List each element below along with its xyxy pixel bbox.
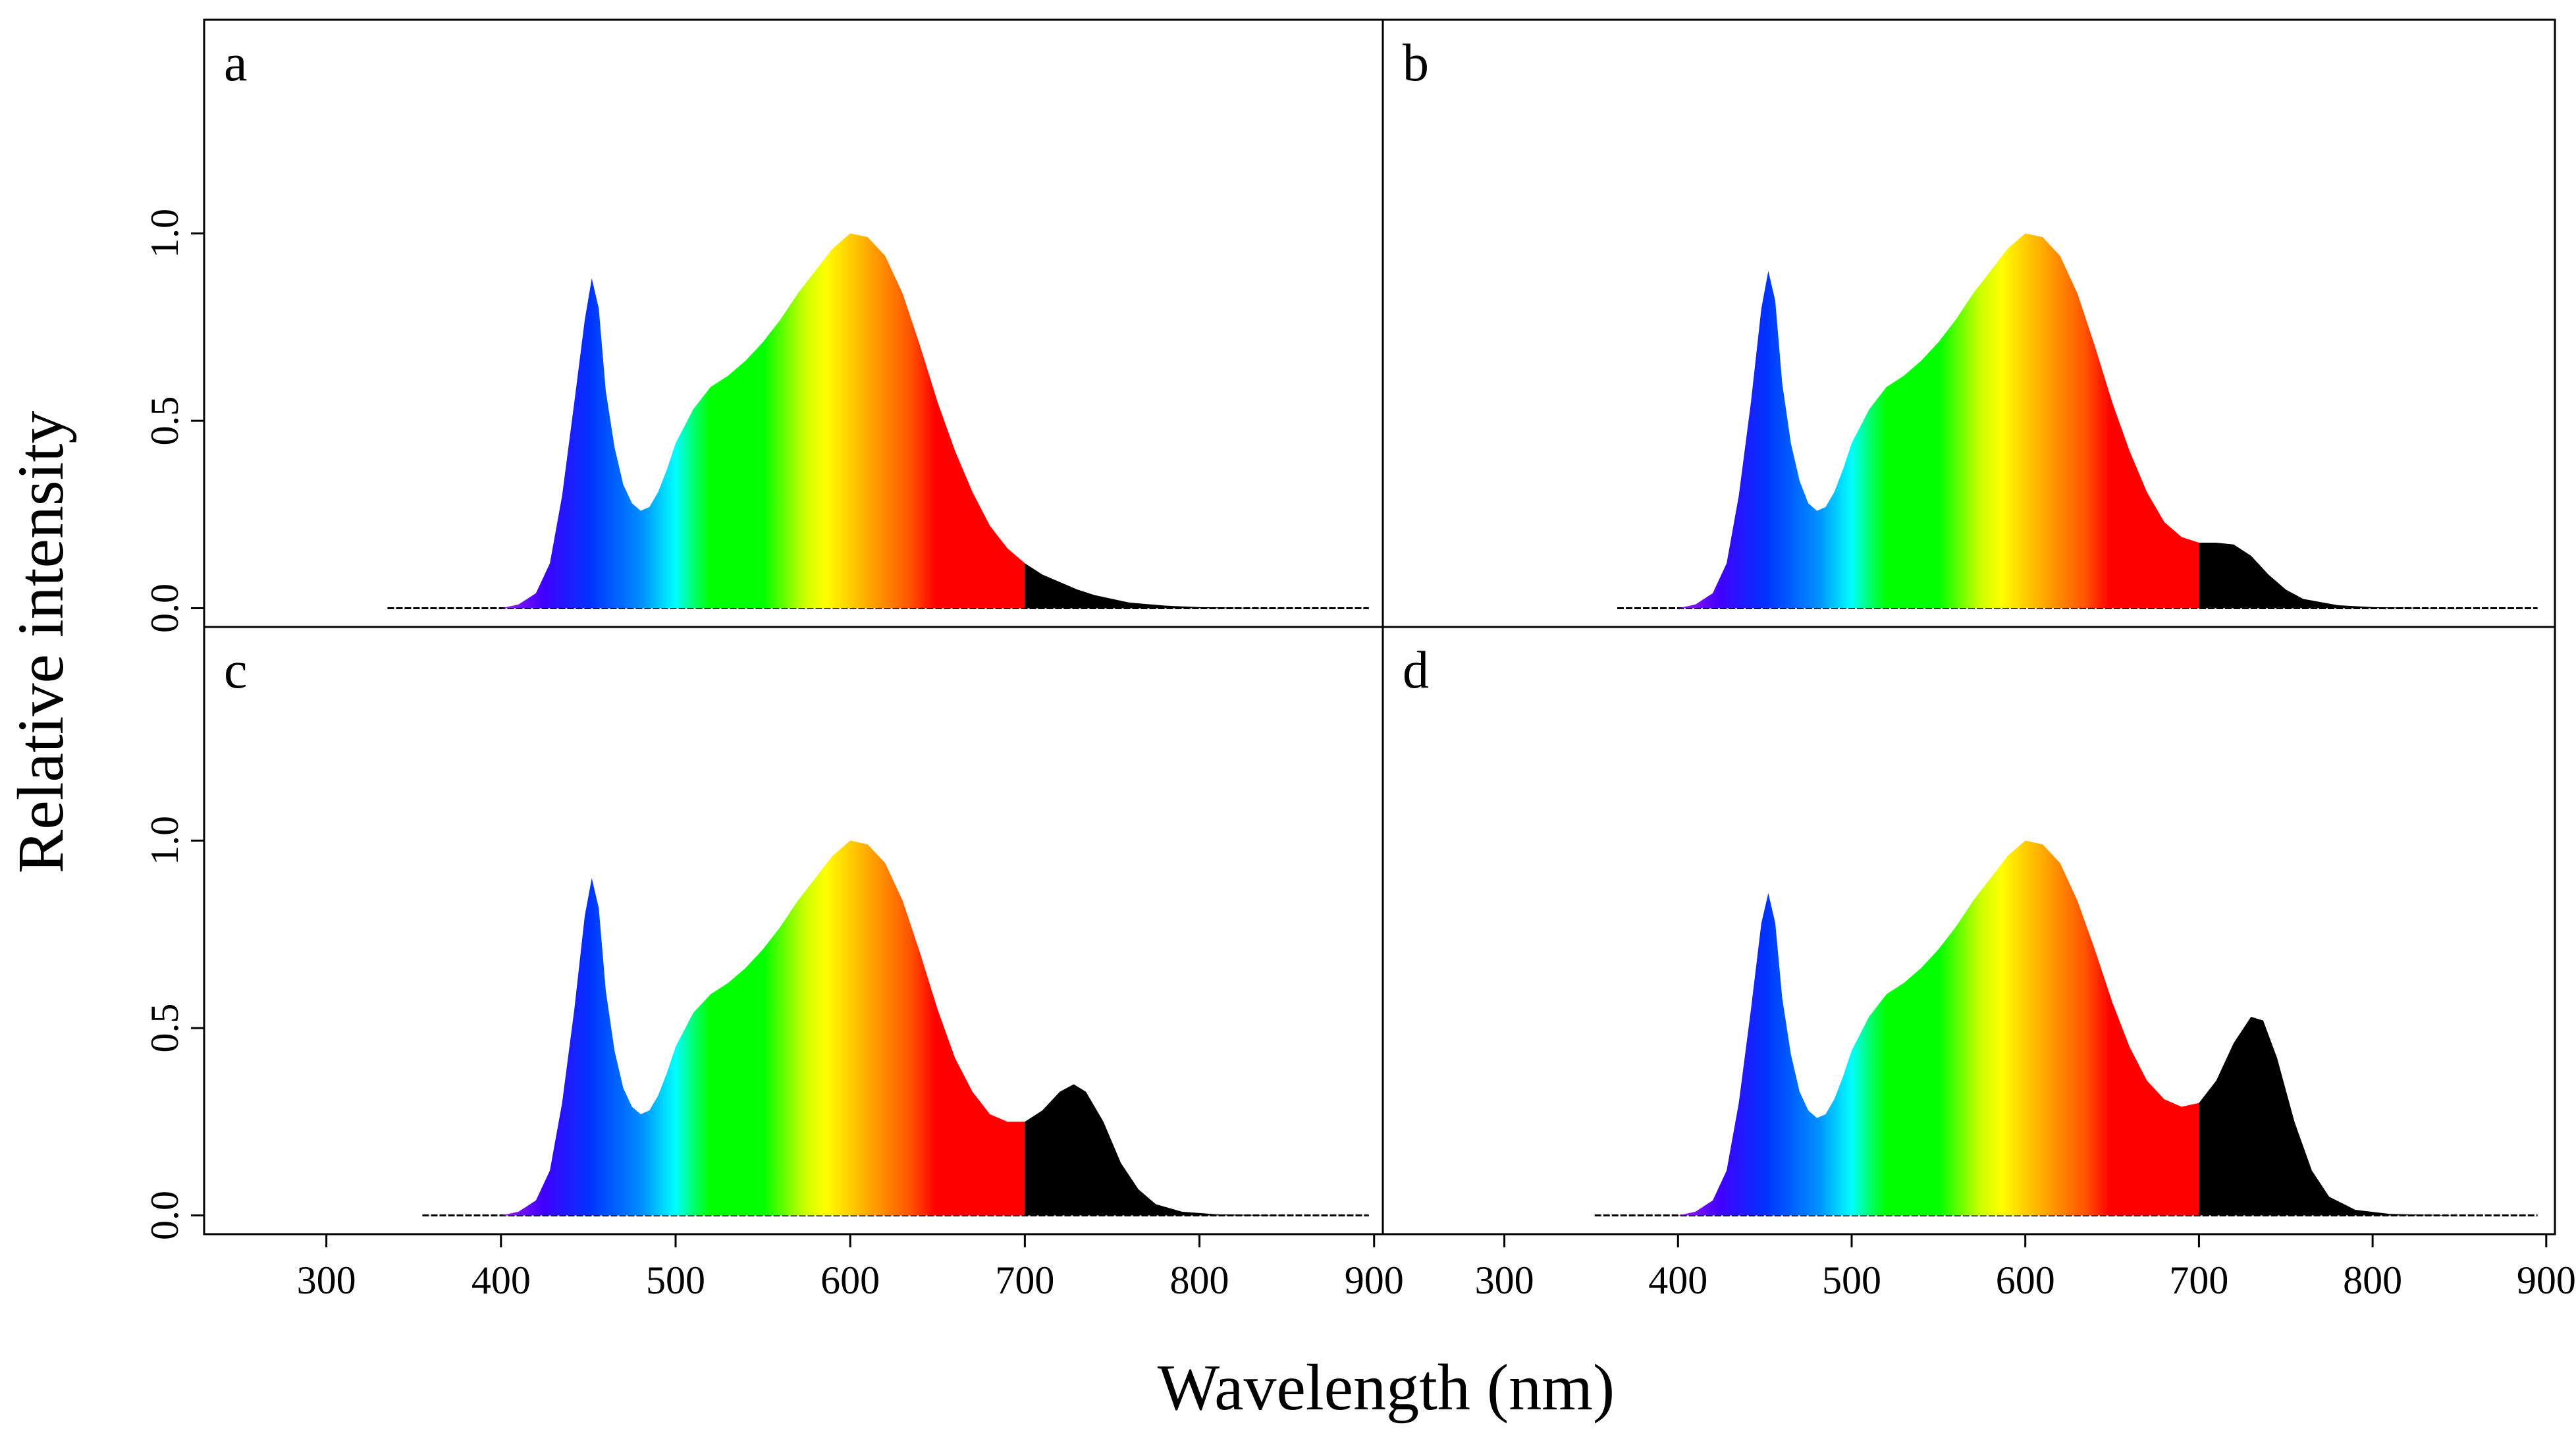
panel-c-x-axis: 300 400 500 600 700 800 900 — [297, 1234, 1404, 1302]
panel-b: b — [1382, 18, 2556, 628]
panel-a-far-red-area — [1025, 563, 1322, 609]
panel-c-label: c — [224, 641, 248, 699]
panel-a-visible-spectrum-area — [500, 233, 1025, 609]
panel-d-plot-content — [1594, 840, 2538, 1217]
panel-a: 0.0 0.5 1.0 a — [143, 18, 1384, 633]
panel-d-x-tick-label: 900 — [2517, 1259, 2576, 1302]
panel-d: 300 400 500 600 700 800 900 d — [1382, 626, 2576, 1302]
panel-d-x-tick-label: 300 — [1475, 1259, 1534, 1302]
panel-d-x-tick-label: 500 — [1822, 1259, 1881, 1302]
panel-c-visible-spectrum-area — [500, 840, 1025, 1216]
panel-a-y-axis: 0.0 0.5 1.0 — [143, 20, 205, 633]
panel-a-label: a — [224, 34, 248, 92]
panel-a-y-tick-label: 0.5 — [143, 396, 186, 445]
panel-d-x-tick-label: 400 — [1648, 1259, 1707, 1302]
panel-b-visible-spectrum-area — [1678, 233, 2199, 609]
panel-c-y-tick-label: 0.5 — [143, 1003, 186, 1052]
panel-b-plot-content — [1617, 233, 2538, 610]
panel-c-x-tick-label: 900 — [1345, 1259, 1404, 1302]
panel-d-visible-spectrum-area — [1678, 840, 2199, 1216]
panel-a-y-tick-label: 1.0 — [143, 209, 186, 258]
y-axis-title: Relative intensity — [4, 411, 77, 874]
panel-d-label: d — [1403, 641, 1429, 699]
x-axis-title: Wavelength (nm) — [1158, 1351, 1615, 1424]
panel-d-x-tick-label: 800 — [2343, 1259, 2402, 1302]
panel-b-far-red-area — [2199, 542, 2494, 609]
panel-c: 0.0 0.5 1.0 300 400 500 600 700 800 900 c — [143, 626, 1404, 1302]
panel-d-x-axis: 300 400 500 600 700 800 900 — [1475, 1234, 2576, 1302]
panel-d-frame — [1382, 626, 2556, 1235]
panel-a-plot-content — [387, 233, 1369, 610]
panel-c-x-tick-label: 600 — [820, 1259, 880, 1302]
panel-c-x-tick-label: 700 — [995, 1259, 1054, 1302]
panel-b-label: b — [1403, 34, 1429, 92]
panel-a-y-tick-label: 0.0 — [143, 584, 186, 633]
panel-c-y-axis: 0.0 0.5 1.0 — [143, 627, 205, 1240]
panel-d-x-tick-label: 600 — [1996, 1259, 2055, 1302]
panel-c-x-tick-label: 400 — [471, 1259, 531, 1302]
panel-d-x-tick-label: 700 — [2169, 1259, 2228, 1302]
panel-c-y-tick-label: 1.0 — [143, 816, 186, 865]
panel-c-far-red-area — [1025, 1084, 1287, 1216]
panel-c-x-tick-label: 300 — [297, 1259, 356, 1302]
panel-c-plot-content — [422, 840, 1369, 1217]
panel-d-far-red-area — [2199, 1016, 2459, 1216]
panel-c-y-tick-label: 0.0 — [143, 1191, 186, 1240]
panel-c-x-tick-label: 500 — [646, 1259, 705, 1302]
panel-c-x-tick-label: 800 — [1170, 1259, 1229, 1302]
